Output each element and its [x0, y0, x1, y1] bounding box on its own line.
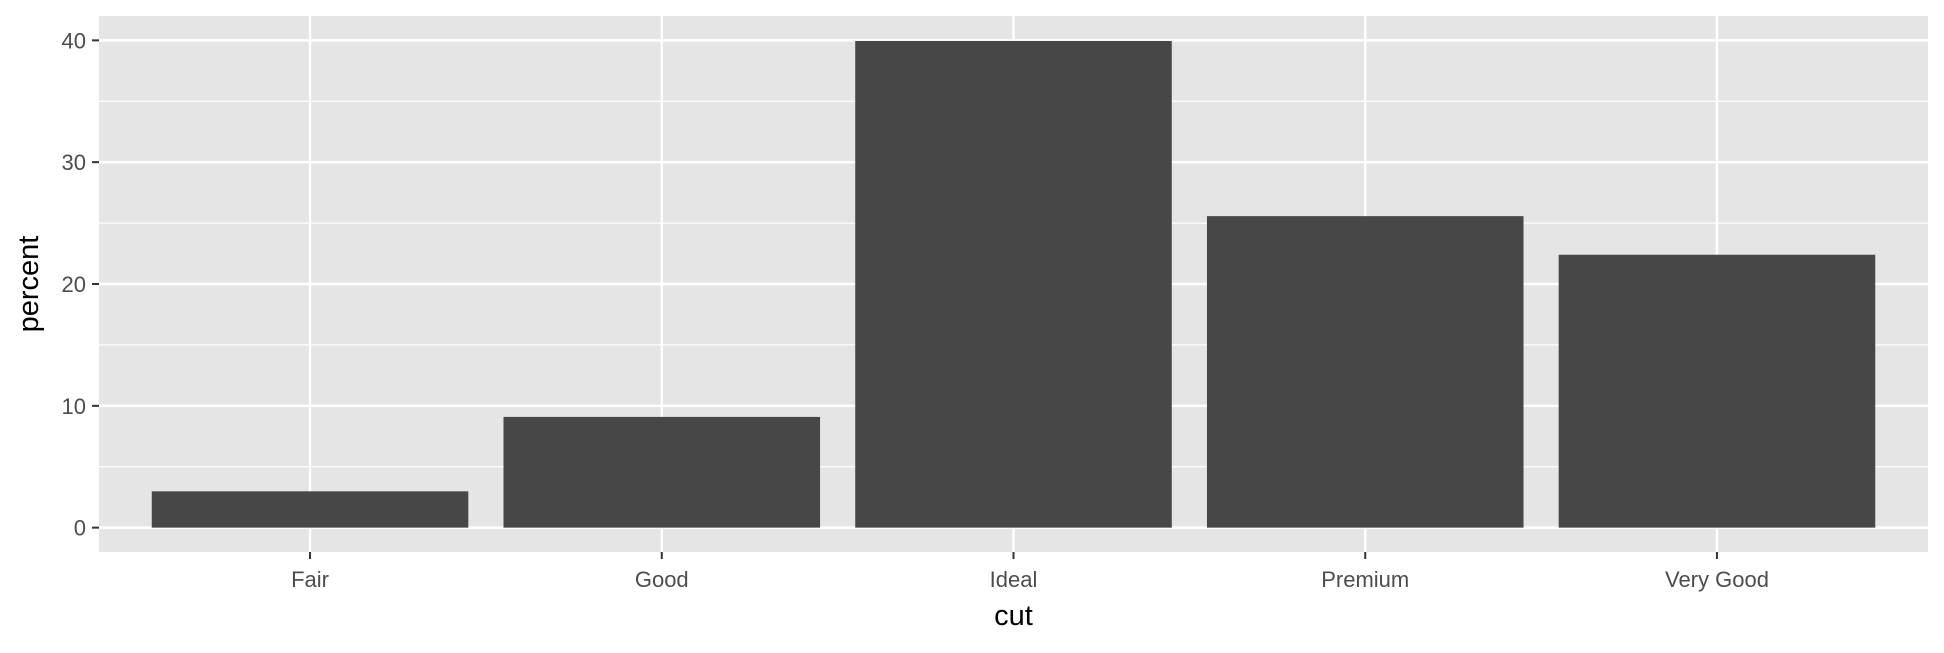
y-tick-label: 20	[62, 272, 86, 297]
bar-good	[503, 416, 821, 528]
y-axis-title: percent	[13, 236, 45, 333]
bars-group	[151, 40, 1876, 528]
y-tick-label: 0	[74, 516, 86, 541]
x-axis: Fair Good Ideal Premium Very Good	[291, 552, 1769, 592]
bar-premium	[1206, 216, 1524, 528]
y-tick-label: 10	[62, 394, 86, 419]
bar-fair	[151, 491, 469, 528]
x-tick-label: Very Good	[1665, 567, 1769, 592]
bar-very-good	[1558, 254, 1876, 528]
y-tick-label: 40	[62, 28, 86, 53]
x-tick-label: Ideal	[990, 567, 1038, 592]
x-tick-label: Premium	[1321, 567, 1409, 592]
x-axis-title: cut	[994, 600, 1033, 632]
y-tick-label: 30	[62, 150, 86, 175]
x-tick-label: Good	[635, 567, 689, 592]
x-tick-label: Fair	[291, 567, 329, 592]
y-axis: 0 10 20 30 40	[62, 28, 99, 541]
bar-ideal	[855, 40, 1172, 528]
